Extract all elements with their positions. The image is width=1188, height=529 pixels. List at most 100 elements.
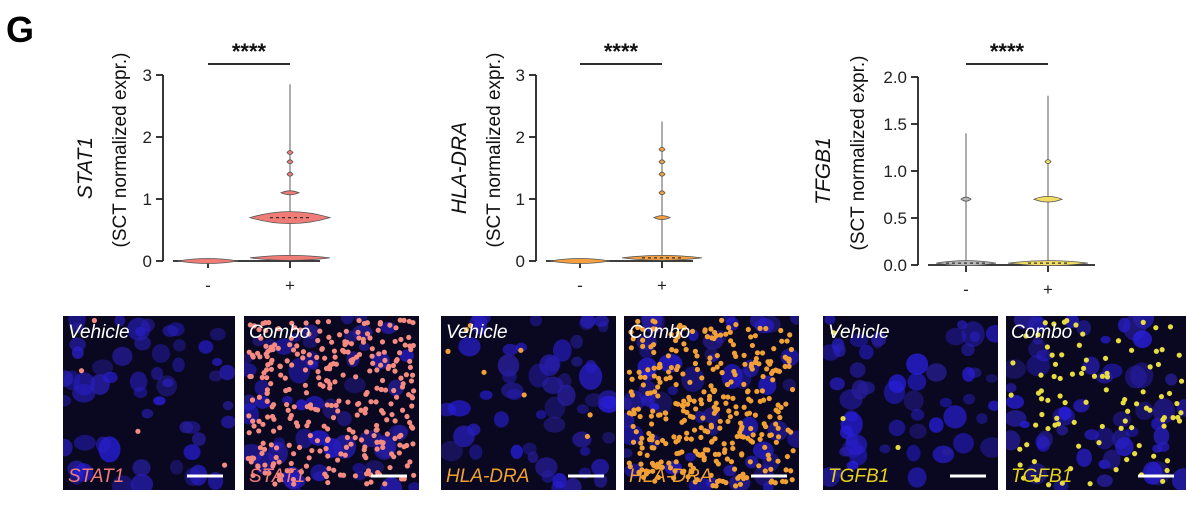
rna-dot [650,326,656,332]
rna-dot [712,451,718,458]
nucleus [1013,316,1037,330]
rna-dot [680,403,686,409]
rna-dot [1059,480,1065,486]
rna-dot [1176,352,1182,358]
rna-dot [655,384,661,390]
rna-dot [730,445,736,452]
rna-dot [1124,456,1130,463]
nucleus [903,390,924,411]
rna-dot [771,346,777,352]
rna-dot [690,414,696,420]
nucleus [943,405,967,429]
rna-dot [353,374,359,380]
micrograph-content [1006,316,1186,490]
rna-dot [655,393,661,399]
rna-dot [639,435,645,441]
rna-dot [338,451,344,457]
rna-dot [728,379,734,385]
nucleus [162,378,174,388]
rna-dot [830,330,837,336]
rna-dot [737,420,744,426]
rna-dot [663,416,669,422]
rna-dot [698,425,704,431]
rna-dot [398,336,404,343]
rna-dot [650,468,656,474]
rna-dot [640,382,646,388]
rna-dot [787,332,793,338]
rna-dot [1051,321,1057,327]
rna-dot [333,361,339,367]
rna-dot [725,418,731,425]
nucleus [1135,401,1154,420]
rna-dot [1033,477,1040,483]
rna-dot [1008,392,1014,398]
rna-dot [398,375,404,381]
rna-dot [768,359,774,365]
nucleus [624,424,644,446]
nucleus [111,475,134,490]
violin-plus [621,121,703,261]
rna-dot [392,418,398,424]
rna-dot [364,331,371,337]
rna-dot [323,446,329,452]
rna-dot [628,329,634,335]
rna-dot [748,425,754,432]
y-tick-label: 0.5 [883,209,907,228]
rna-dot [652,389,658,395]
micrograph-combo-stat1: Combo STAT1 [244,316,419,490]
nucleus [469,316,488,329]
rna-dot [378,408,385,414]
rna-dot [364,320,371,326]
rna-dot [296,444,303,451]
rna-dot [1023,333,1029,339]
rna-dot [259,450,265,456]
rna-dot [675,364,681,370]
rna-dot [629,392,636,398]
rna-dot [646,430,652,437]
rna-dot [734,433,740,440]
rna-dot [668,331,674,337]
rna-dot [335,408,341,414]
rna-dot [399,407,406,413]
nucleus [1115,437,1134,457]
rna-dot [726,408,732,414]
rna-dot [325,453,331,459]
rna-dot [263,327,269,334]
nucleus [1037,430,1053,448]
condition-label: Combo [249,322,310,343]
rna-dot [657,379,663,385]
rna-dot [763,325,769,332]
rna-dot [1076,443,1082,449]
rna-dot [286,386,292,393]
nucleus [1028,339,1048,359]
rna-dot [630,336,636,342]
rna-dot [286,442,292,448]
nucleus [1152,398,1176,424]
rna-dot [766,395,772,402]
nucleus [790,316,799,325]
rna-dot [382,357,388,364]
rna-dot [1161,423,1167,429]
rna-dot [363,406,369,412]
rna-dot [245,455,251,462]
rna-dot [708,383,714,389]
rna-dot [673,348,679,354]
rna-dot [373,427,379,433]
rna-dot [1099,373,1106,379]
nucleus [1102,449,1121,470]
rna-dot [1132,451,1138,457]
rna-dot [733,410,740,416]
rna-dot [378,386,384,393]
violin-density-mark [658,147,666,152]
rna-dot [322,471,328,477]
rna-dot [708,326,714,332]
rna-dot [702,327,708,333]
rna-dot [651,365,657,371]
rna-dot [698,434,704,440]
nucleus [1118,317,1131,333]
rna-dot [783,467,789,473]
nucleus [849,333,869,348]
rna-dot [403,372,409,378]
rna-dot [690,465,697,471]
condition-label: Vehicle [446,322,508,343]
